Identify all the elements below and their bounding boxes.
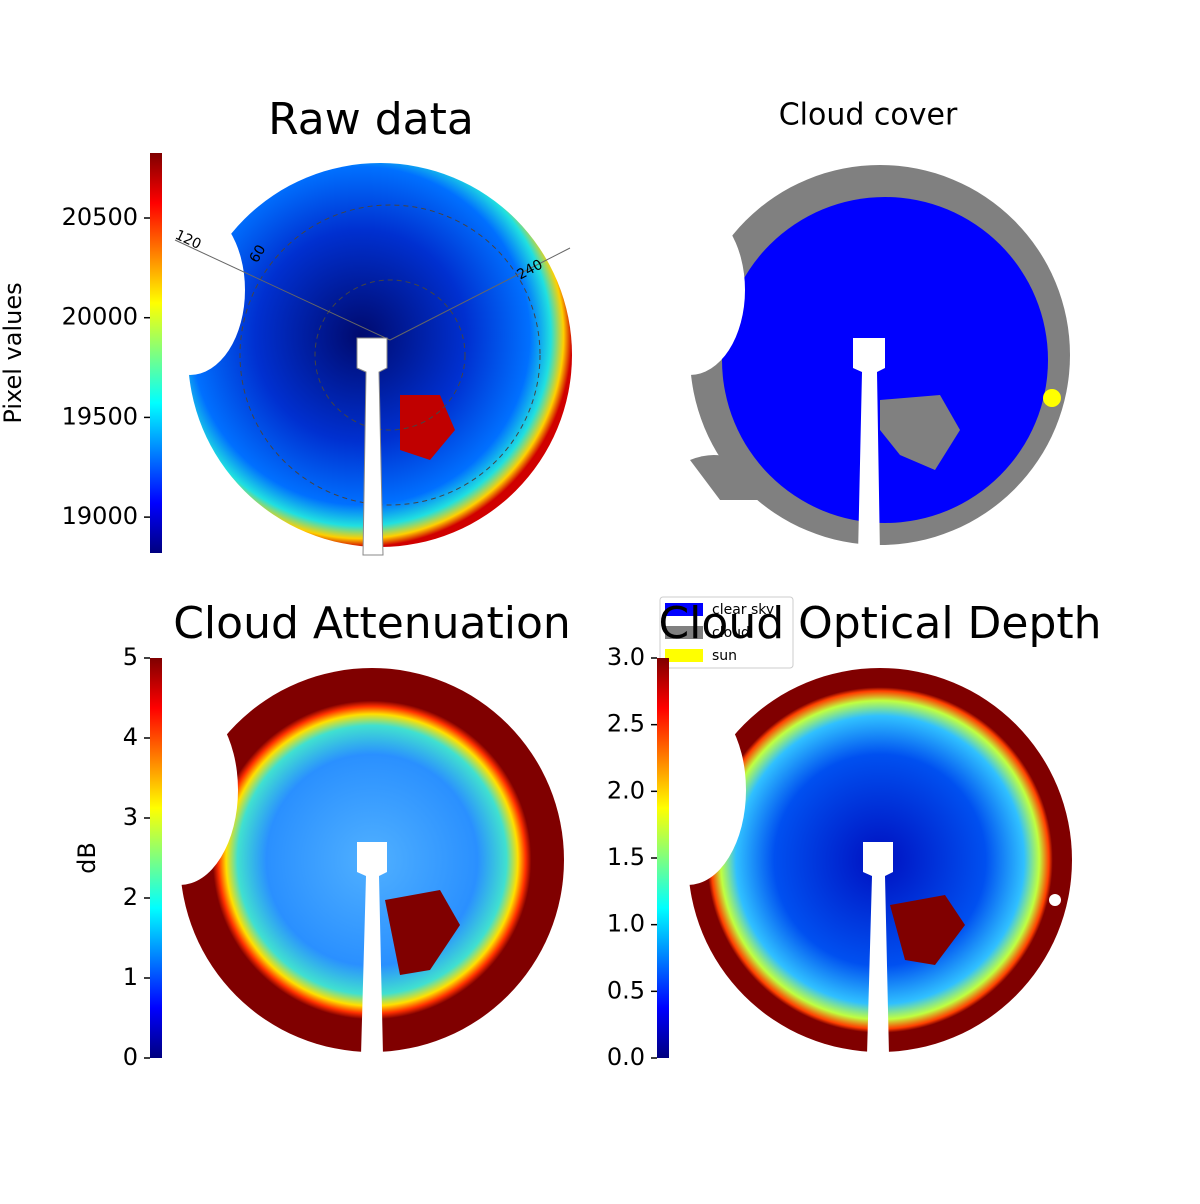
panel-title: Raw data [268,94,474,145]
legend-label: sun [712,648,737,664]
legend-swatch [665,626,703,639]
legend-label: cloud [712,625,750,641]
angle-label: 60 [247,242,270,265]
colorbar-tick-label: 1 [123,963,138,991]
colorbar-tick-label: 20500 [62,203,138,231]
legend-swatch [665,603,703,616]
colorbar-tick-label: 20000 [62,303,138,331]
colorbar-tick-label: 0.0 [607,1043,645,1071]
raw-image [135,163,572,556]
colorbar [657,658,669,1058]
colorbar-tick-label: 0.5 [607,976,645,1004]
sun-marker [1043,389,1061,407]
panel-title: Cloud cover [779,98,958,133]
panel-title: Cloud Attenuation [173,598,571,649]
colorbar-tick-label: 3 [123,803,138,831]
cloud-mask-image [635,165,1070,555]
legend-label: clear sky [712,602,774,618]
colorbar-label: Pixel values [0,282,27,423]
colorbar-tick-label: 4 [123,723,138,751]
colorbar-tick-label: 5 [123,643,138,671]
legend-swatch [665,649,703,662]
colorbar-tick-label: 3.0 [607,643,645,671]
panel-title: Cloud Optical Depth [658,598,1101,649]
attenuation-image [122,668,564,1055]
colorbar-tick-label: 1.5 [607,843,645,871]
colorbar-tick-label: 2.0 [607,776,645,804]
colorbar [150,153,162,553]
colorbar-tick-label: 2 [123,883,138,911]
colorbar-tick-label: 2.5 [607,710,645,738]
colorbar-tick-label: 19500 [62,402,138,430]
colorbar-label: dB [73,842,101,874]
optical-depth-image [630,668,1072,1055]
colorbar-tick-label: 19000 [62,502,138,530]
colorbar-tick-label: 1.0 [607,910,645,938]
colorbar [150,658,162,1058]
colorbar-tick-label: 0 [123,1043,138,1071]
